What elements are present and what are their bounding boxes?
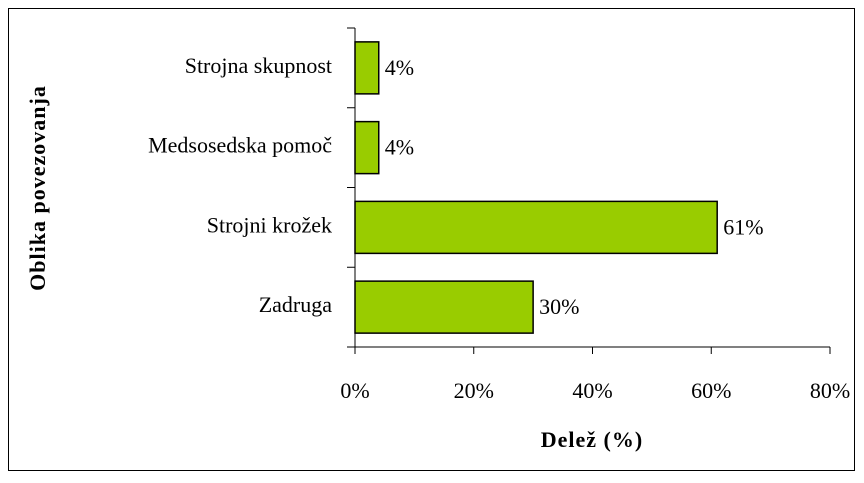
bar: [354, 200, 718, 255]
y-tick-label: Zadruga: [259, 292, 333, 317]
bar: [354, 280, 534, 334]
data-label: 4%: [385, 55, 414, 80]
x-tick-label: 0%: [340, 378, 369, 403]
x-tick-label: 40%: [572, 378, 612, 403]
x-tick-label: 60%: [691, 378, 731, 403]
data-label: 30%: [539, 294, 579, 319]
y-tick-label: Strojni krožek: [207, 212, 332, 237]
bar: [354, 120, 380, 175]
y-tick-label: Strojna skupnost: [185, 53, 332, 78]
x-tick-label: 20%: [454, 378, 494, 403]
y-axis-title: Oblika povezovanja: [25, 85, 50, 291]
bar: [354, 41, 380, 95]
x-axis-title: Delež (%): [541, 427, 643, 452]
x-tick-label: 80%: [810, 378, 850, 403]
y-tick-label: Medsosedska pomoč: [148, 133, 332, 158]
data-label: 4%: [385, 135, 414, 160]
data-label: 61%: [723, 214, 763, 239]
